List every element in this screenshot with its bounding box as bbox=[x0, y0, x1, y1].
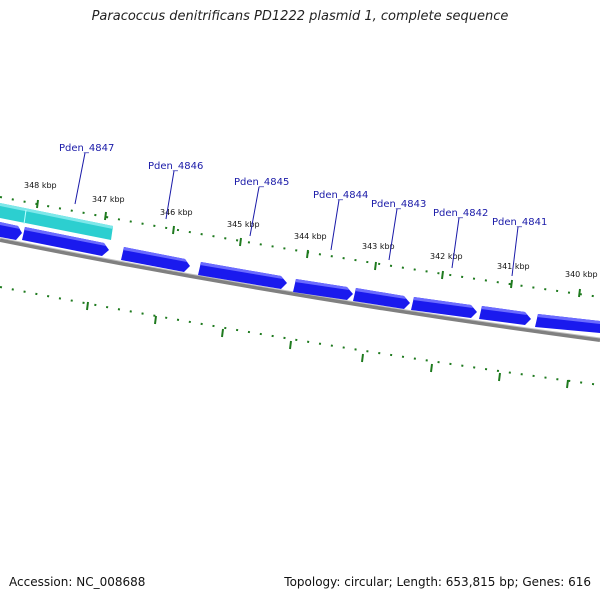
sequence-backbone bbox=[0, 238, 600, 342]
gene-label[interactable]: Pden_4842 bbox=[433, 208, 488, 219]
gene-arrow[interactable] bbox=[121, 247, 190, 272]
gene-labels: Pden_4847 Pden_4846 Pden_4845 Pden_4844 … bbox=[59, 143, 547, 228]
ruler-ticks bbox=[36, 199, 581, 389]
gene-leader-lines bbox=[74, 152, 519, 277]
kbp-label: 346 kbp bbox=[160, 208, 193, 217]
kbp-label: 340 kbp bbox=[565, 270, 598, 279]
kbp-label: 348 kbp bbox=[24, 181, 57, 190]
gene-label[interactable]: Pden_4847 bbox=[59, 143, 114, 154]
ruler-outer bbox=[0, 196, 600, 298]
kbp-label: 343 kbp bbox=[362, 242, 395, 251]
gene-highlight[interactable] bbox=[0, 203, 113, 240]
gene-arrow[interactable] bbox=[22, 227, 109, 256]
gene-arrow[interactable] bbox=[293, 279, 353, 300]
kbp-label: 345 kbp bbox=[227, 220, 260, 229]
gene-label[interactable]: Pden_4841 bbox=[492, 217, 547, 228]
gene-arrow[interactable] bbox=[353, 288, 410, 309]
topology-summary-text: Topology: circular; Length: 653,815 bp; … bbox=[284, 575, 591, 589]
kbp-label: 344 kbp bbox=[294, 232, 327, 241]
gene-arrow[interactable] bbox=[535, 314, 600, 333]
gene-arrow[interactable] bbox=[198, 262, 287, 289]
kbp-label: 342 kbp bbox=[430, 252, 463, 261]
ruler-inner bbox=[0, 286, 600, 386]
kbp-label: 347 kbp bbox=[92, 195, 125, 204]
gene-arrow[interactable] bbox=[0, 222, 22, 240]
gene-arrow[interactable] bbox=[411, 297, 477, 318]
gene-arrows bbox=[0, 222, 600, 333]
gene-label[interactable]: Pden_4843 bbox=[371, 199, 426, 210]
accession-text: Accession: NC_008688 bbox=[9, 575, 146, 589]
gene-label[interactable]: Pden_4844 bbox=[313, 190, 368, 201]
gene-label[interactable]: Pden_4845 bbox=[234, 177, 289, 188]
gene-label[interactable]: Pden_4846 bbox=[148, 161, 203, 172]
gene-arrow[interactable] bbox=[479, 306, 531, 325]
map-title: Paracoccus denitrificans PD1222 plasmid … bbox=[91, 9, 509, 24]
